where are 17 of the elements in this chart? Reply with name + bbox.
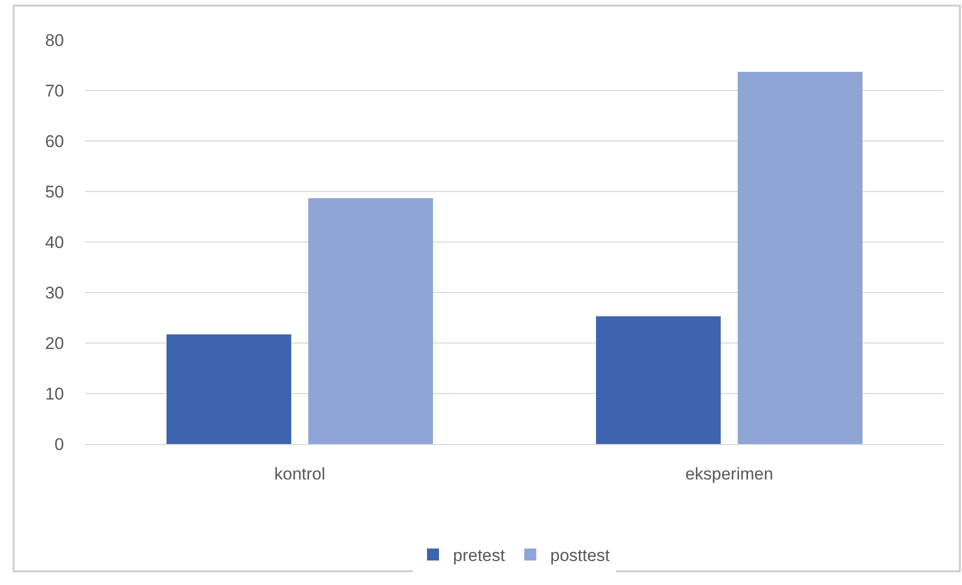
y-tick-label: 20 (45, 334, 64, 353)
y-tick-label: 60 (45, 132, 64, 151)
legend-label: pretest (453, 546, 506, 566)
y-tick-label: 10 (45, 384, 64, 404)
bar (738, 72, 862, 444)
y-tick-label: 40 (45, 232, 64, 252)
legend-label: posttest (550, 546, 610, 566)
y-tick-label: 70 (45, 81, 64, 100)
y-tick-label: 30 (45, 283, 64, 302)
bar (596, 316, 721, 444)
bar (308, 198, 433, 444)
x-tick-label: kontrol (274, 464, 326, 484)
y-tick-label: 0 (54, 434, 64, 454)
x-tick-label: eksperimen (685, 464, 774, 484)
bar (166, 334, 292, 444)
y-tick-label: 80 (45, 30, 64, 50)
y-tick-label: 50 (45, 182, 64, 202)
